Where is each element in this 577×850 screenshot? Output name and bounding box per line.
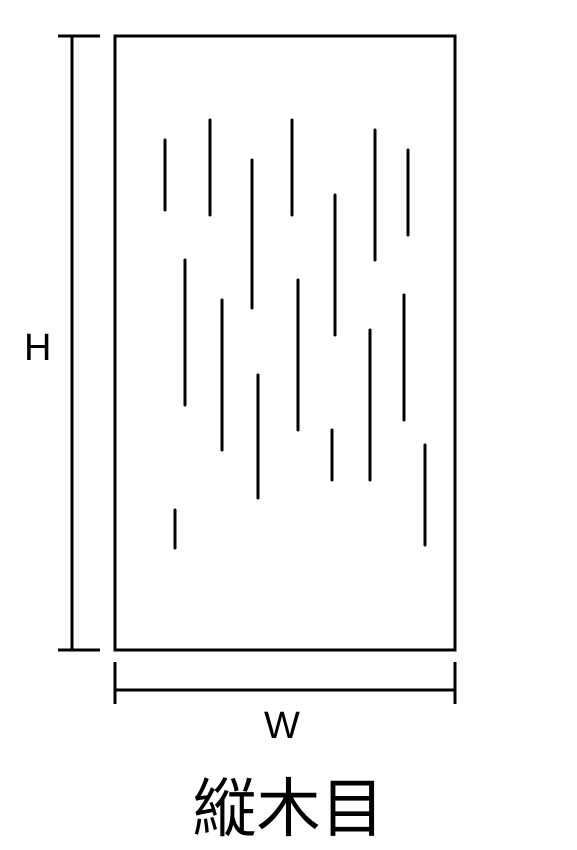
h-dim-label: H [24,327,51,369]
w-dim-label: W [264,705,300,747]
caption-text: 縦木目 [0,758,577,850]
dimension-diagram: HW [0,0,577,849]
